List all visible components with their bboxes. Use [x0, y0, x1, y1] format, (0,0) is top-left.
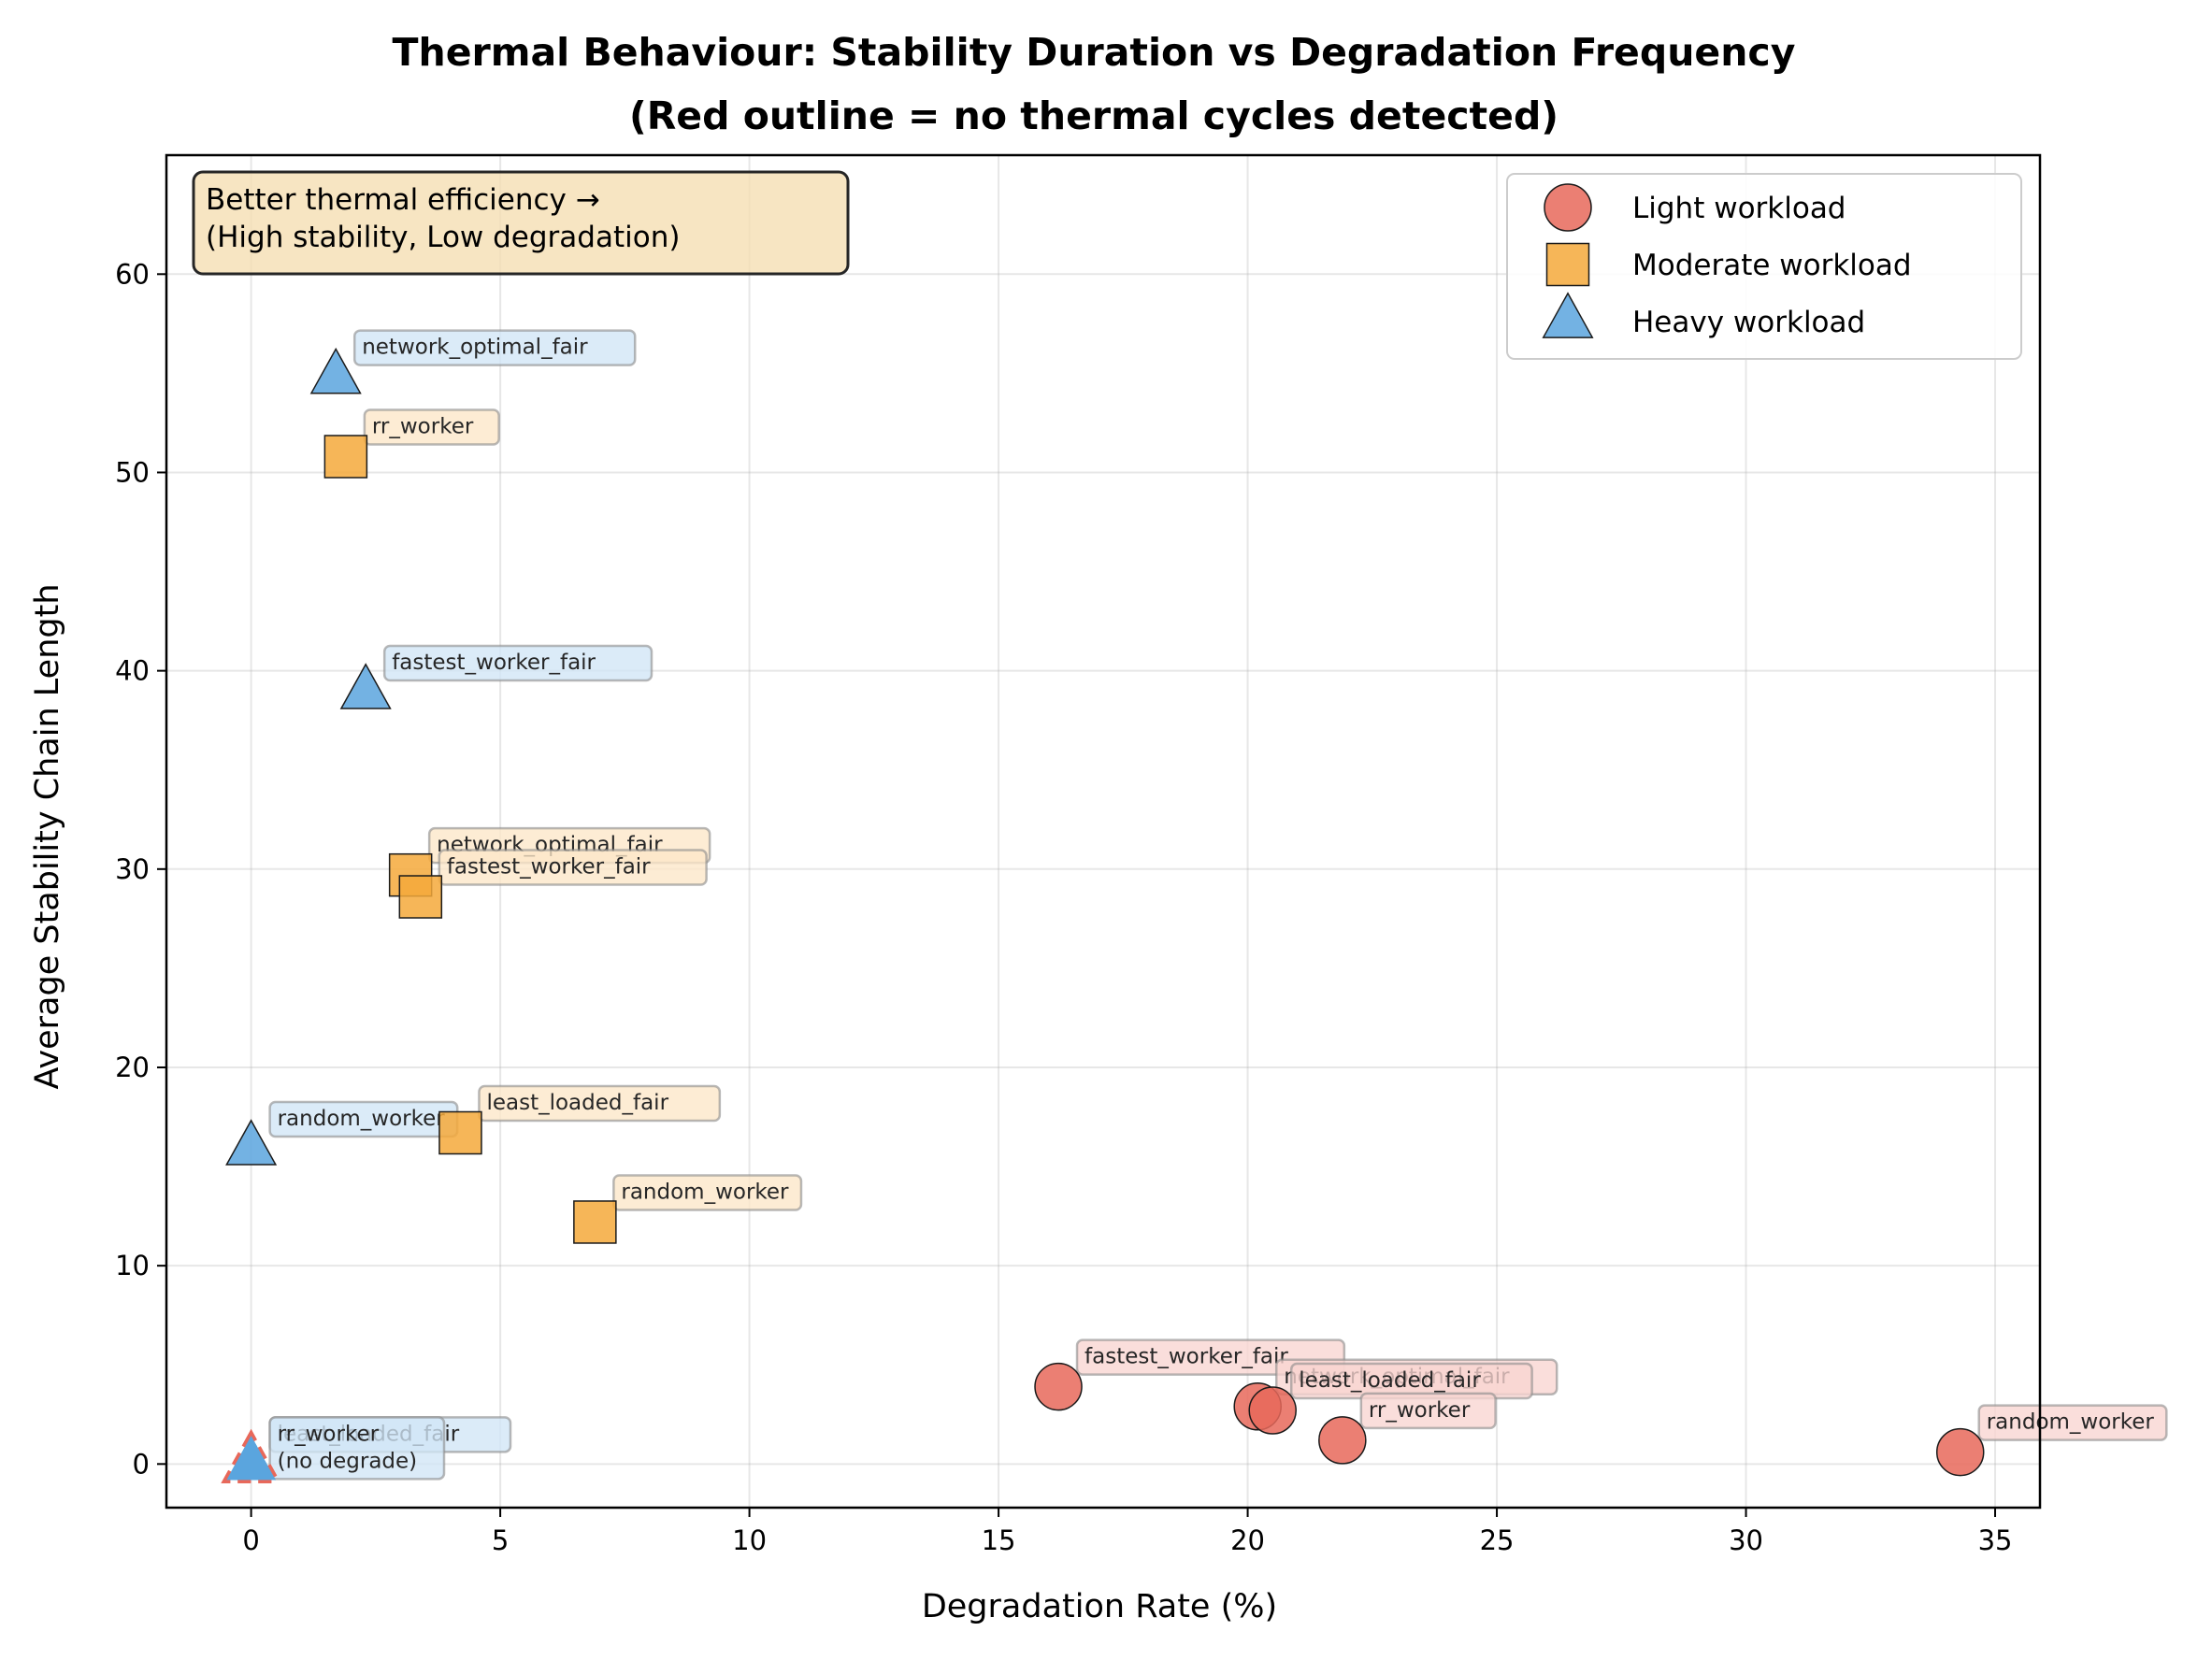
x-tick-label: 25	[1480, 1524, 1515, 1556]
legend-marker	[1545, 242, 1590, 287]
y-tick-label: 0	[133, 1448, 150, 1480]
point-label-text: random_worker	[278, 1107, 446, 1131]
point-label-box	[612, 1174, 803, 1211]
point-label-box	[1359, 1392, 1497, 1430]
point-label: fastest_worker_fair	[382, 644, 654, 682]
x-tick-label: 30	[1729, 1524, 1763, 1556]
point-label: network_optimal_fair	[352, 329, 637, 366]
data-point	[573, 1200, 617, 1244]
legend-label: Moderate workload	[1632, 249, 1912, 282]
point-label: random_worker	[1977, 1404, 2168, 1441]
point-label: rr_worker (no degrade)	[268, 1416, 446, 1481]
point-label-text: fastest_worker_fair	[392, 651, 596, 675]
y-tick-label: 60	[115, 258, 150, 290]
x-tick-label: 35	[1978, 1524, 2013, 1556]
point-label-text: rr_worker	[1369, 1398, 1471, 1423]
data-markers	[221, 347, 1985, 1483]
plot-frame	[165, 153, 2042, 1510]
data-point	[398, 875, 443, 919]
point-label-text: random_worker	[621, 1180, 789, 1204]
efficiency-note: Better thermal efficiency → (High stabili…	[192, 170, 850, 276]
efficiency-note-text: Better thermal efficiency →	[206, 183, 600, 217]
point-label-box	[1977, 1404, 2168, 1441]
point-label-text: fastest_worker_fair	[447, 855, 651, 880]
chart-subtitle: (Red outline = no thermal cycles detecte…	[629, 93, 1558, 138]
efficiency-note-text: (High stability, Low degradation)	[206, 221, 680, 254]
y-tick-label: 30	[115, 853, 150, 885]
point-label-box	[268, 1416, 446, 1481]
point-label: fastest_worker_fair	[438, 849, 708, 886]
legend-label: Heavy workload	[1632, 306, 1865, 339]
data-point	[1935, 1427, 1985, 1477]
point-label-box	[478, 1084, 722, 1123]
point-label: random_worker	[268, 1100, 459, 1138]
point-label-text: (no degrade)	[278, 1449, 418, 1473]
y-tick-label: 20	[115, 1052, 150, 1083]
point-label-box	[382, 644, 654, 682]
legend-marker	[1542, 292, 1594, 338]
no-cycles-marker-fill	[226, 1436, 276, 1481]
x-tick-label: 0	[242, 1524, 259, 1556]
legend-entry: Moderate workload	[1545, 242, 1912, 287]
legend-label: Light workload	[1632, 192, 1846, 225]
data-point	[1034, 1362, 1083, 1411]
y-tick-label: 50	[115, 456, 150, 488]
legend-entry: Heavy workload	[1542, 292, 1865, 339]
point-label-text: rr_worker	[278, 1422, 380, 1446]
x-tick-label: 5	[492, 1524, 509, 1556]
chart-title: Thermal Behaviour: Stability Duration vs…	[393, 30, 1796, 75]
point-label: rr_worker	[1359, 1392, 1497, 1430]
point-label-text: network_optimal_fair	[362, 336, 588, 360]
data-point	[225, 1119, 278, 1166]
point-label-box	[352, 329, 637, 366]
data-point	[1248, 1386, 1297, 1435]
grid-lines	[166, 155, 2040, 1508]
efficiency-note-box	[192, 170, 850, 276]
data-point	[438, 1110, 482, 1155]
point-label: least_loaded_fair	[478, 1084, 722, 1123]
data-point	[339, 663, 392, 709]
data-point	[309, 347, 362, 394]
x-axis-label: Degradation Rate (%)	[922, 1588, 1277, 1625]
point-annotations: fastest_worker_fair network_optimal_fairl…	[268, 329, 2168, 1481]
point-label: random_worker	[612, 1174, 803, 1211]
point-label: rr_worker	[363, 408, 500, 446]
point-label-text: fastest_worker_fair	[1084, 1345, 1288, 1369]
y-tick-label: 40	[115, 655, 150, 687]
point-label-box	[363, 408, 500, 446]
point-label: least_loaded_fair	[1289, 1362, 1533, 1400]
data-point	[1318, 1416, 1367, 1465]
legend-box	[1506, 173, 2022, 360]
legend: Light workload Moderate workload Heavy wor…	[1506, 173, 2022, 360]
x-tick-label: 10	[732, 1524, 767, 1556]
point-label-text: random_worker	[1987, 1410, 2155, 1435]
point-label-text: rr_worker	[372, 414, 474, 438]
data-point	[323, 435, 368, 479]
point-label-text: least_loaded_fair	[486, 1091, 668, 1115]
axis-ticks: 0 5 10 15 20 25 30 35 0 10 20 30 40 50 60	[115, 258, 2012, 1556]
point-label-box	[438, 849, 708, 886]
point-label-text: least_loaded_fair	[1299, 1368, 1481, 1393]
y-tick-label: 10	[115, 1250, 150, 1281]
legend-marker	[1544, 183, 1592, 232]
x-tick-label: 20	[1230, 1524, 1265, 1556]
y-axis-label: Average Stability Chain Length	[29, 583, 66, 1089]
legend-entry: Light workload	[1544, 183, 1846, 232]
x-tick-label: 15	[982, 1524, 1016, 1556]
